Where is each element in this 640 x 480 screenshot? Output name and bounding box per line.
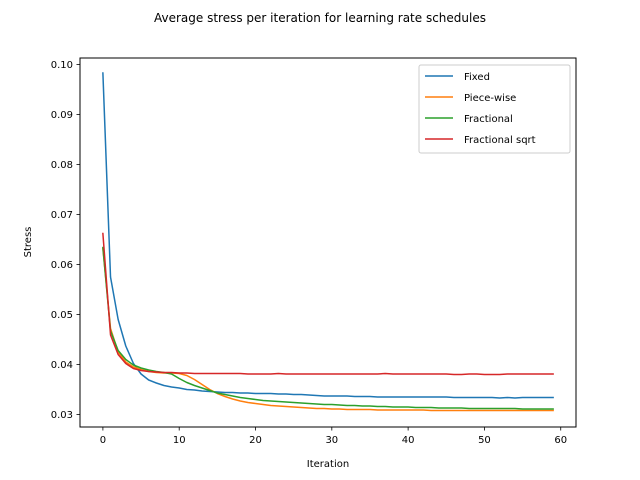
series-line-fixed — [102, 72, 554, 399]
legend-label-fractional: Fractional — [464, 114, 513, 125]
legend-label-fractional-sqrt: Fractional sqrt — [464, 135, 536, 146]
y-tick-label: 0.07 — [51, 210, 73, 221]
x-tick-label: 40 — [402, 435, 415, 446]
plot-frame — [79, 57, 577, 428]
y-tick-label: 0.10 — [51, 60, 73, 71]
x-tick-label: 50 — [478, 435, 491, 446]
x-tick-label: 0 — [100, 435, 106, 446]
y-tick-label: 0.09 — [51, 110, 73, 121]
x-tick-label: 10 — [173, 435, 186, 446]
x-tick-label: 20 — [249, 435, 262, 446]
legend-label-piece-wise: Piece-wise — [464, 93, 516, 104]
y-axis-label: Stress — [23, 227, 34, 258]
x-tick-label: 30 — [325, 435, 338, 446]
series-line-fractional — [102, 246, 554, 410]
x-axis: 0 10 20 30 40 50 60 — [100, 427, 567, 446]
legend-label-fixed: Fixed — [464, 72, 490, 83]
chart-title: Average stress per iteration for learnin… — [154, 11, 486, 25]
series-line-fractional-sqrt — [102, 232, 554, 376]
series-layer — [102, 72, 554, 412]
y-tick-label: 0.04 — [51, 360, 73, 371]
legend-box — [418, 64, 571, 154]
y-tick-label: 0.06 — [51, 260, 73, 271]
x-axis-label: Iteration — [307, 459, 349, 470]
legend: Fixed Piece-wise Fractional Fractional sqrt — [418, 64, 571, 154]
y-tick-label: 0.08 — [51, 160, 73, 171]
y-tick-label: 0.03 — [51, 410, 73, 421]
x-tick-label: 60 — [554, 435, 567, 446]
y-tick-label: 0.05 — [51, 310, 73, 321]
y-axis: 0.03 0.04 0.05 0.06 0.07 0.08 0.09 0.10 — [51, 60, 80, 421]
